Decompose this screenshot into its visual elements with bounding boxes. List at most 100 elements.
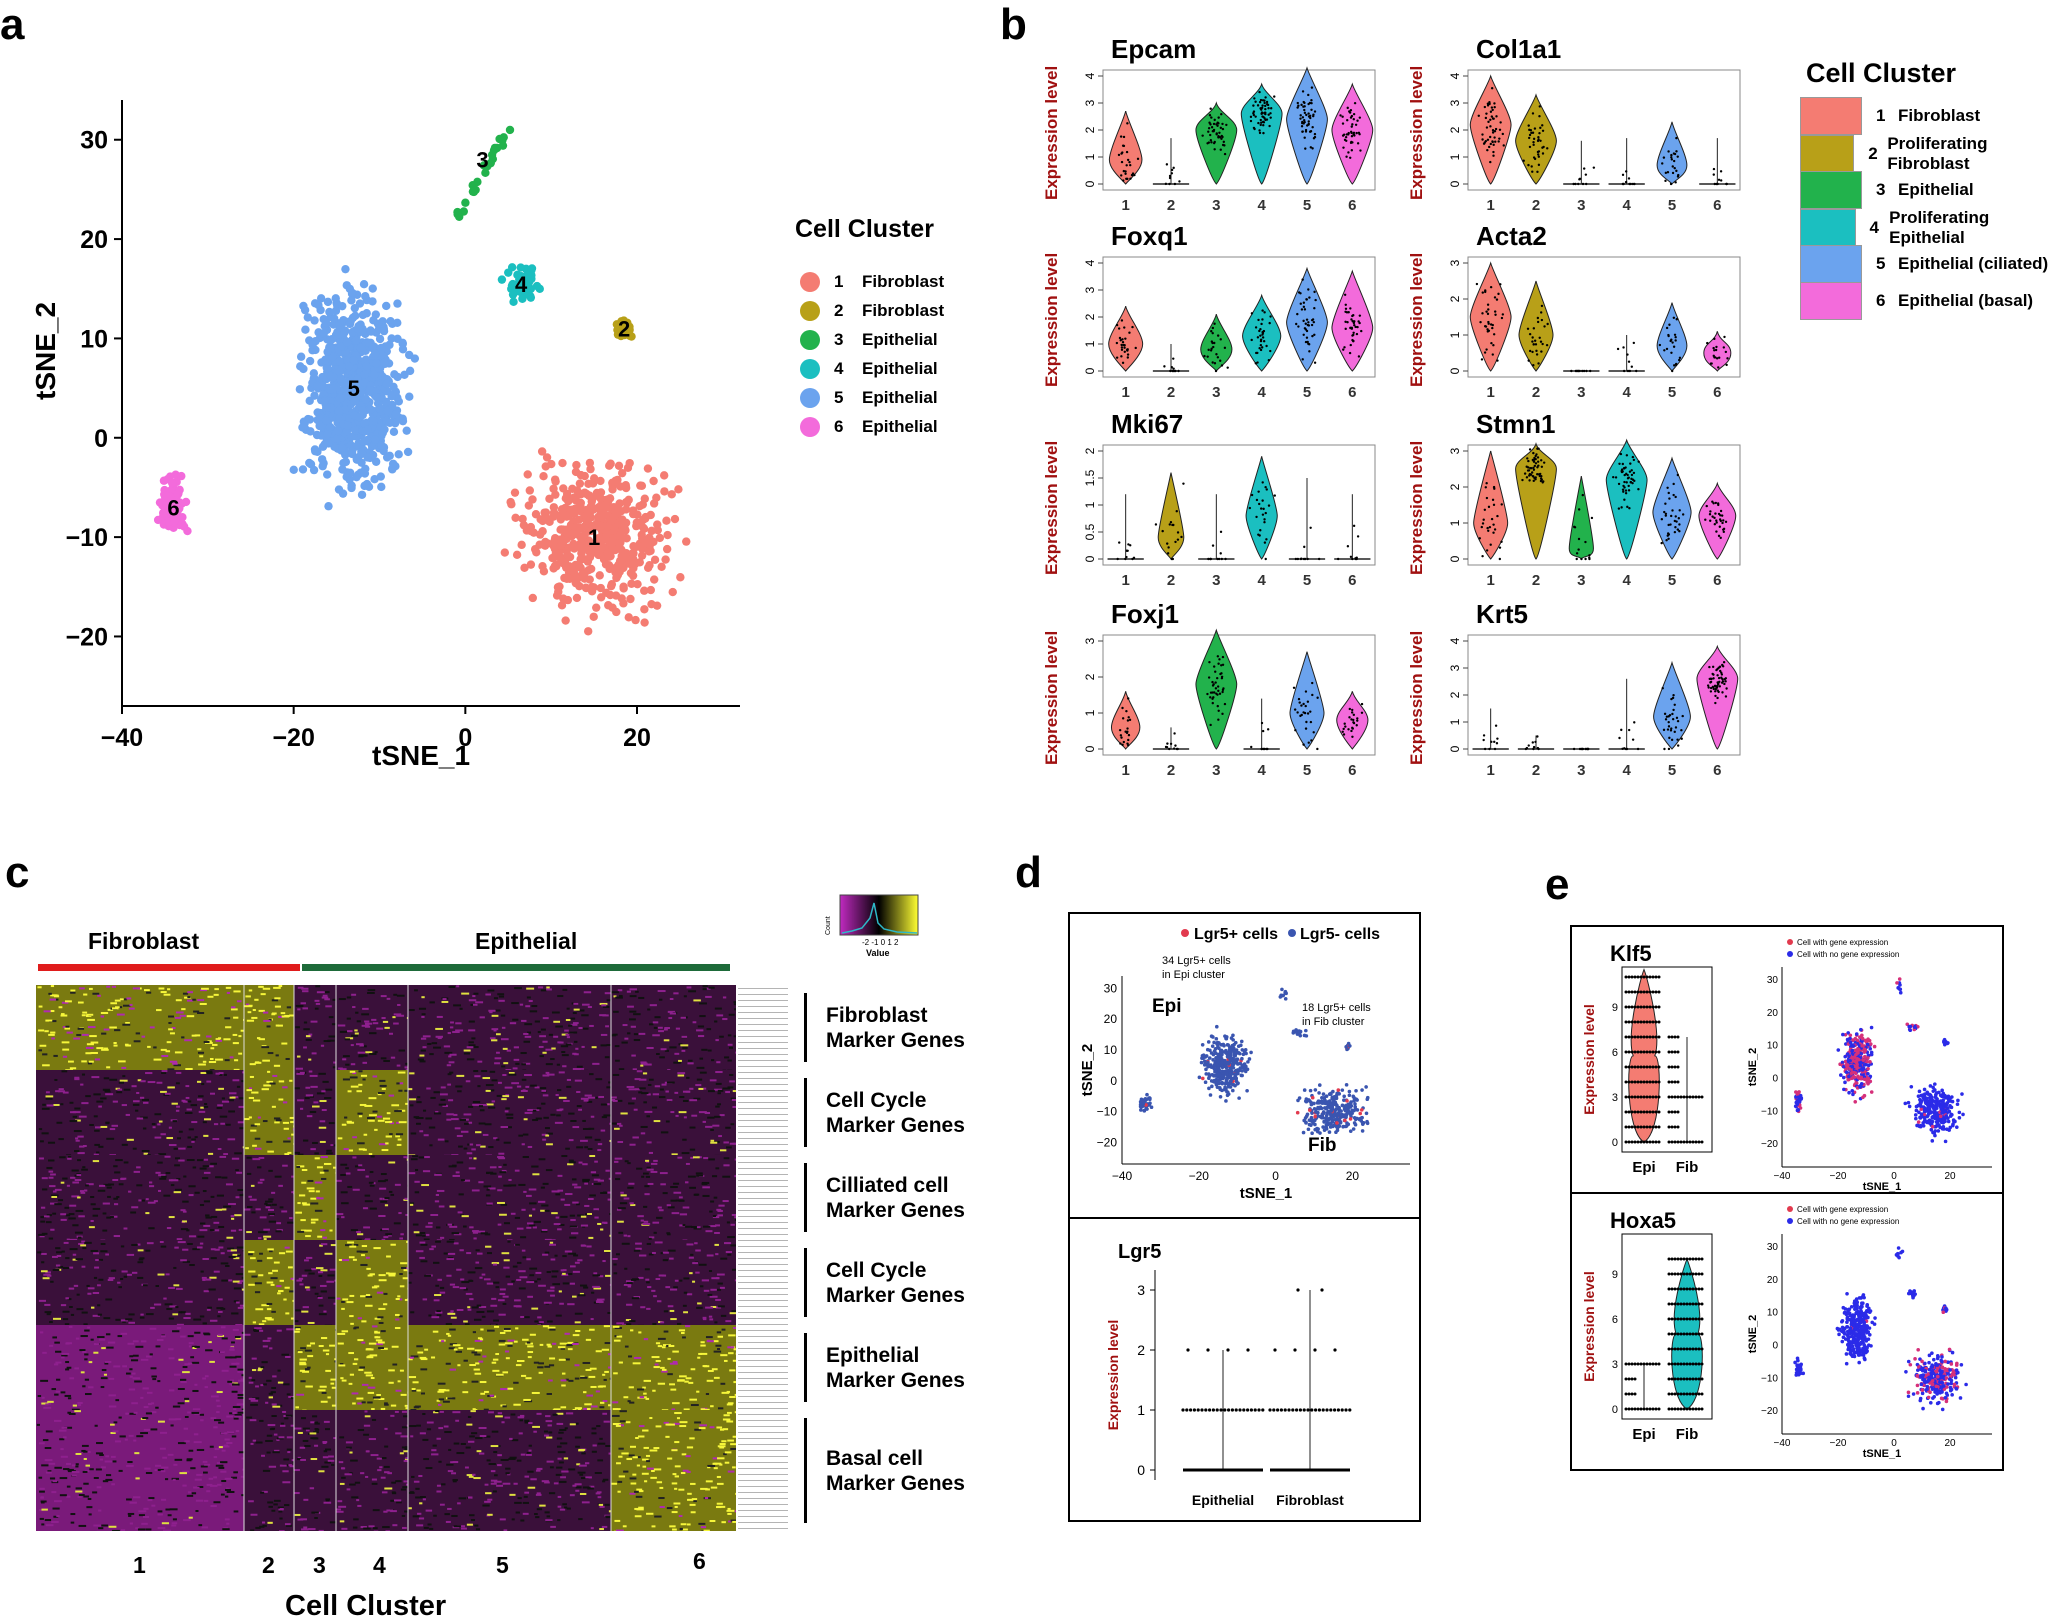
heatmap-cell	[114, 1203, 118, 1205]
heatmap-cell	[263, 1236, 271, 1238]
heatmap-cell	[713, 1215, 716, 1217]
violin-point	[1526, 476, 1528, 478]
heatmap-cell	[271, 1192, 275, 1194]
heatmap-cell	[486, 1103, 493, 1105]
legend-b-num: 6	[1876, 291, 1898, 311]
violin-point	[1297, 325, 1299, 327]
violin-point	[1577, 183, 1579, 185]
violin-point	[1307, 321, 1309, 323]
heatmap-cell	[686, 1163, 690, 1165]
epithelial-bar	[302, 964, 730, 971]
violin-point	[1263, 102, 1265, 104]
violin-point	[1351, 135, 1353, 137]
heatmap-cell	[501, 1126, 508, 1128]
heatmap-cell	[38, 1234, 45, 1236]
violin-point	[1121, 151, 1123, 153]
violin-point	[1722, 528, 1724, 530]
heatmap-cell	[81, 1060, 87, 1062]
heatmap-cell	[438, 1139, 445, 1141]
heatmap-cell	[557, 1089, 561, 1091]
violin-point	[1492, 344, 1494, 346]
violin-point	[1485, 482, 1487, 484]
heatmap-cell	[468, 1122, 472, 1124]
violin-point	[1174, 541, 1176, 543]
violin-point	[1137, 158, 1139, 160]
tsne-a-point	[338, 465, 346, 473]
heatmap-cell	[569, 1237, 576, 1239]
violin-point	[1126, 151, 1128, 153]
heatmap-cell	[269, 1221, 276, 1223]
violin-xtick-label: 1	[1121, 572, 1129, 589]
heatmap-cell	[263, 988, 270, 990]
tsne-a-point	[596, 571, 604, 579]
heatmap-cell	[498, 1000, 504, 1002]
violin-point	[1478, 115, 1480, 117]
heatmap-cell	[482, 1077, 490, 1079]
heatmap-cell	[373, 1111, 378, 1113]
tsne-a-point	[386, 419, 394, 427]
heatmap-cell	[296, 1068, 303, 1070]
heatmap-cell	[393, 1023, 399, 1025]
heatmap-cell	[306, 1035, 311, 1037]
violin-point	[1212, 361, 1214, 363]
violin-point	[1361, 703, 1363, 705]
violin-point	[1120, 135, 1122, 137]
violin-point	[1707, 684, 1709, 686]
violin-point	[1668, 737, 1670, 739]
violin-point	[1213, 130, 1215, 132]
heatmap-cell	[495, 1010, 501, 1012]
heatmap-cell	[673, 1192, 681, 1194]
heatmap-cell	[434, 1174, 442, 1176]
heatmap-cell	[351, 1035, 358, 1037]
heatmap-cell	[733, 1143, 736, 1145]
tsne-a-xtick-label: −40	[101, 724, 143, 752]
violin-point	[1260, 113, 1262, 115]
violin-point	[1537, 136, 1539, 138]
heatmap-cell	[473, 1232, 478, 1234]
heatmap-cell	[570, 1219, 575, 1221]
heatmap-cell	[50, 999, 56, 1001]
heatmap-cell	[351, 994, 356, 996]
heatmap-cell	[39, 1006, 43, 1008]
violin-xtick-label: 1	[1486, 384, 1494, 401]
violin-point	[1628, 507, 1630, 509]
violin-point	[1540, 477, 1542, 479]
violin-point	[1714, 512, 1716, 514]
heatmap-cell	[258, 1237, 262, 1239]
heatmap-cell	[525, 1036, 531, 1038]
tsne-a-point	[585, 492, 593, 500]
heatmap-cell	[124, 1161, 129, 1163]
heatmap-cell	[78, 1028, 84, 1030]
heatmap-cell	[594, 1217, 598, 1219]
legend-b-num: 1	[1876, 106, 1898, 126]
violin-xtick-label: 1	[1121, 384, 1129, 401]
tsne-a-point	[362, 362, 370, 370]
heatmap-cell	[734, 1216, 736, 1218]
violin-point	[1155, 523, 1157, 525]
violin-point	[1165, 183, 1167, 185]
violin-point	[1709, 513, 1711, 515]
heatmap-cell	[568, 1025, 572, 1027]
heatmap-cell	[697, 1226, 701, 1228]
violin-point	[1591, 517, 1593, 519]
heatmap-cell	[452, 1232, 459, 1234]
heatmap-cell	[182, 1220, 187, 1222]
heatmap-cell	[601, 1034, 607, 1036]
heatmap-cell	[491, 1039, 497, 1041]
tsne-a-point	[321, 356, 329, 364]
violin-point	[1671, 158, 1673, 160]
heatmap-cell	[72, 1224, 78, 1226]
violin-point	[1166, 742, 1168, 744]
heatmap-cell	[486, 1084, 494, 1086]
violin-point	[1706, 342, 1708, 344]
violin-point	[1542, 152, 1544, 154]
heatmap-cell	[312, 1052, 317, 1054]
heatmap-cell	[565, 1193, 572, 1195]
heatmap-cell	[647, 1008, 650, 1010]
heatmap-cell	[701, 1049, 707, 1051]
violin-point	[1124, 337, 1126, 339]
heatmap-cell	[49, 1238, 53, 1240]
tsne-a-point	[500, 133, 508, 141]
violin-point	[1479, 537, 1481, 539]
heatmap-cell	[304, 1022, 307, 1024]
